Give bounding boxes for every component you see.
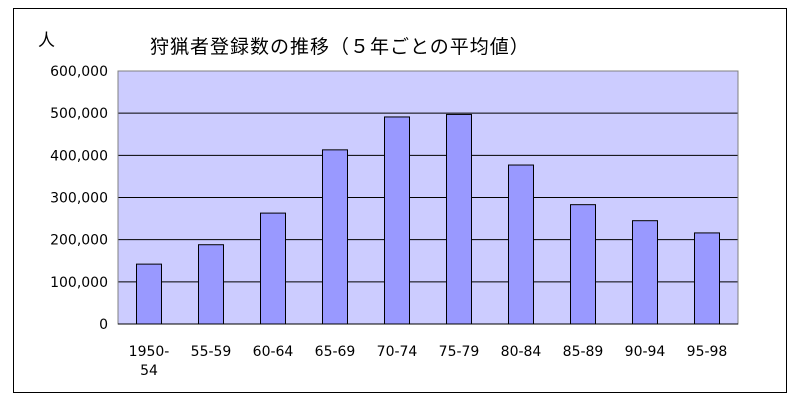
x-tick-label: 80-84 — [501, 344, 542, 360]
bar-55-59 — [198, 244, 224, 325]
x-axis-ticks: 1950-54 55-59 60-64 65-69 70-74 75-79 80-84 85-… — [129, 344, 728, 379]
bar-95-98 — [694, 232, 720, 325]
x-tick-label: 70-74 — [377, 344, 418, 360]
bar-85-89 — [570, 204, 596, 325]
bar-70-74 — [384, 116, 410, 325]
chart-title: 狩猟者登録数の推移（５年ごとの平均値） — [150, 36, 530, 58]
y-tick-label: 500,000 — [50, 106, 108, 122]
bar-80-84 — [508, 164, 534, 325]
y-axis-ticks: 0 100,000 200,000 300,000 400,000 500,000 600,… — [50, 64, 108, 333]
bars — [136, 113, 720, 325]
y-tick-label: 400,000 — [50, 148, 108, 164]
bar-1950-54 — [136, 263, 162, 325]
y-tick-label: 100,000 — [50, 275, 108, 291]
x-tick-label: 85-89 — [563, 344, 604, 360]
bar-75-79 — [446, 113, 472, 325]
bar-60-64 — [260, 212, 286, 325]
y-tick-label: 600,000 — [50, 64, 108, 80]
x-tick-label: 65-69 — [315, 344, 356, 360]
y-tick-label: 0 — [99, 317, 108, 333]
bar-65-69 — [322, 149, 348, 325]
y-tick-label: 300,000 — [50, 191, 108, 207]
x-tick-label: 55-59 — [191, 344, 232, 360]
x-tick-label: 1950-54 — [129, 344, 170, 379]
bar-90-94 — [632, 220, 658, 325]
x-tick-label: 60-64 — [253, 344, 294, 360]
y-axis-unit-label: 人 — [38, 31, 55, 51]
x-tick-label: 90-94 — [625, 344, 666, 360]
x-tick-label: 75-79 — [439, 344, 480, 360]
x-tick-label: 95-98 — [687, 344, 728, 360]
y-tick-label: 200,000 — [50, 233, 108, 249]
